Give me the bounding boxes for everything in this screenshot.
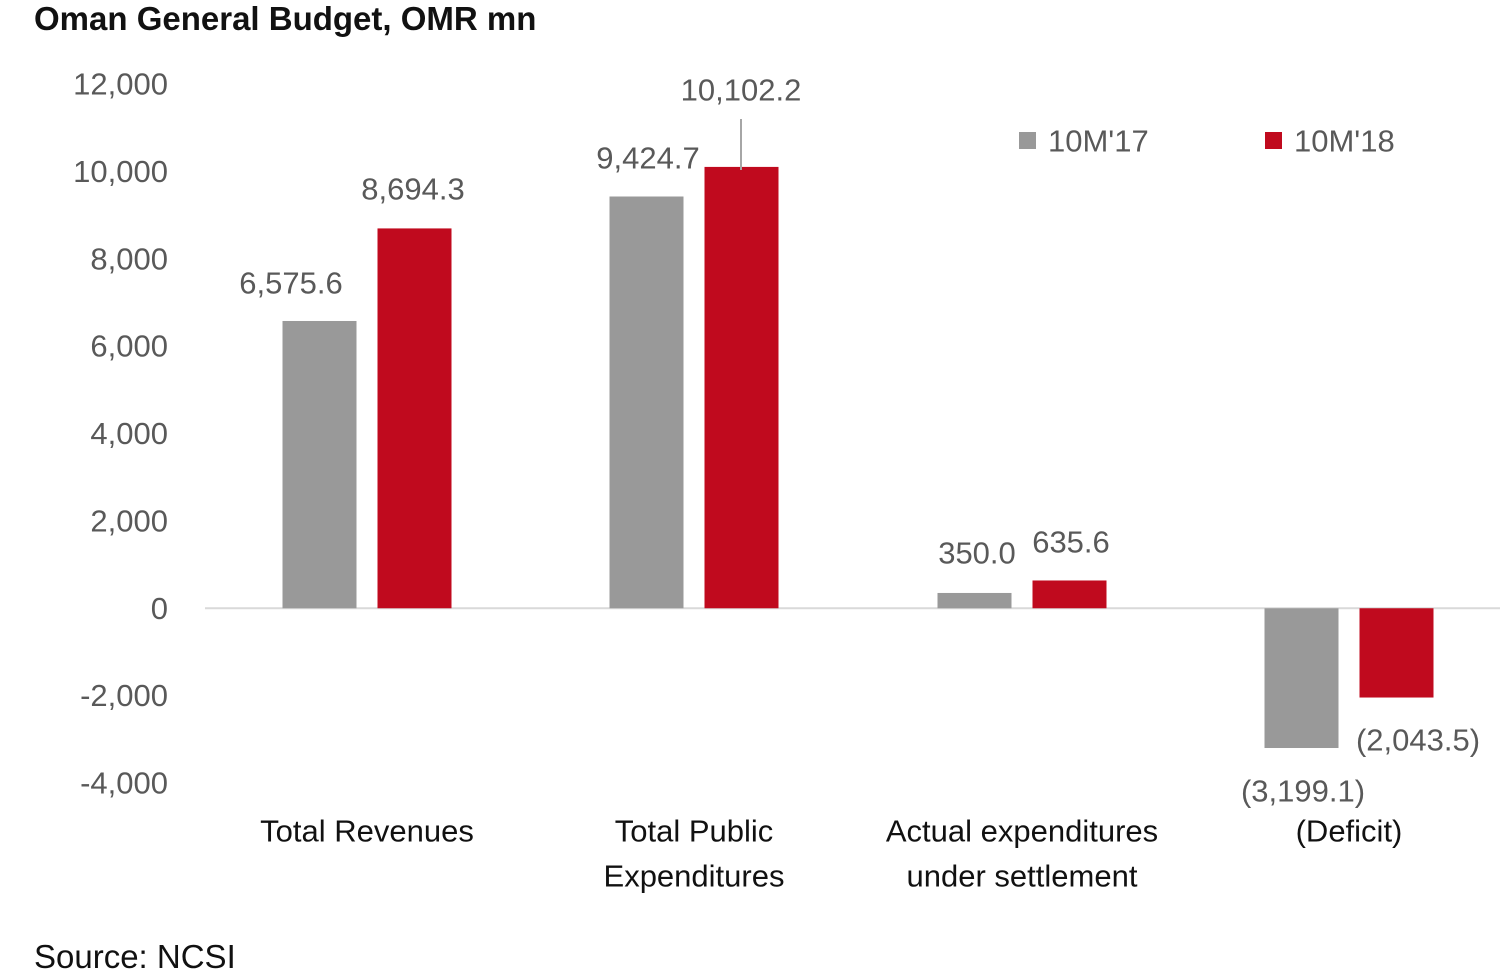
data-label-10m18-2: 635.6 — [1032, 525, 1110, 560]
legend-swatch-10m18 — [1265, 132, 1282, 149]
y-tick-label: 12,000 — [73, 67, 168, 102]
category-label: Actual expenditures — [886, 814, 1158, 849]
y-axis-ticks: 12,000 10,000 8,000 6,000 4,000 2,000 0 -2,000 -… — [73, 67, 168, 801]
data-label-10m17-1: 9,424.7 — [596, 141, 699, 176]
chart-title: Oman General Budget, OMR mn — [34, 0, 537, 37]
bar-marks — [282, 166, 1434, 749]
category-label: under settlement — [907, 859, 1138, 894]
bar-10m17-1 — [609, 196, 684, 609]
data-label-10m18-3: (2,043.5) — [1356, 723, 1480, 758]
y-tick-label: 0 — [151, 591, 168, 626]
bar-10m18-3 — [1359, 608, 1434, 698]
y-tick-label: 8,000 — [90, 241, 168, 276]
bar-10m17-2 — [937, 592, 1012, 609]
data-label-10m17-0: 6,575.6 — [239, 266, 342, 301]
category-label: (Deficit) — [1296, 814, 1403, 849]
bar-10m17-0 — [282, 320, 357, 609]
y-tick-label: 10,000 — [73, 154, 168, 189]
bar-10m18-0 — [377, 228, 452, 609]
category-label: Total Public — [615, 814, 774, 849]
data-label-10m17-2: 350.0 — [938, 536, 1016, 571]
data-label-10m18-0: 8,694.3 — [361, 172, 464, 207]
category-label: Total Revenues — [260, 814, 474, 849]
y-tick-label: -4,000 — [80, 766, 168, 801]
legend-label-10m18: 10M'18 — [1294, 124, 1395, 159]
bar-10m17-3 — [1264, 608, 1339, 749]
data-label-10m18-1: 10,102.2 — [681, 73, 802, 108]
source-note: Source: NCSI — [34, 938, 236, 975]
category-labels: Total Revenues Total Public Expenditures Ac… — [260, 814, 1402, 894]
y-tick-label: 6,000 — [90, 329, 168, 364]
data-label-10m17-3: (3,199.1) — [1241, 774, 1365, 809]
legend: 10M'17 10M'18 — [1019, 124, 1395, 159]
y-tick-label: 4,000 — [90, 416, 168, 451]
y-tick-label: -2,000 — [80, 678, 168, 713]
y-tick-label: 2,000 — [90, 503, 168, 538]
legend-swatch-10m17 — [1019, 132, 1036, 149]
bar-chart: 12,000 10,000 8,000 6,000 4,000 2,000 0 -2,000 -… — [73, 67, 1500, 894]
bar-10m18-2 — [1032, 580, 1107, 609]
bar-10m18-1 — [704, 166, 779, 609]
data-labels: 6,575.6 9,424.7 350.0 (3,199.1) 8,694.3 10,10… — [239, 73, 1480, 809]
category-label: Expenditures — [604, 859, 785, 894]
legend-label-10m17: 10M'17 — [1048, 124, 1149, 159]
